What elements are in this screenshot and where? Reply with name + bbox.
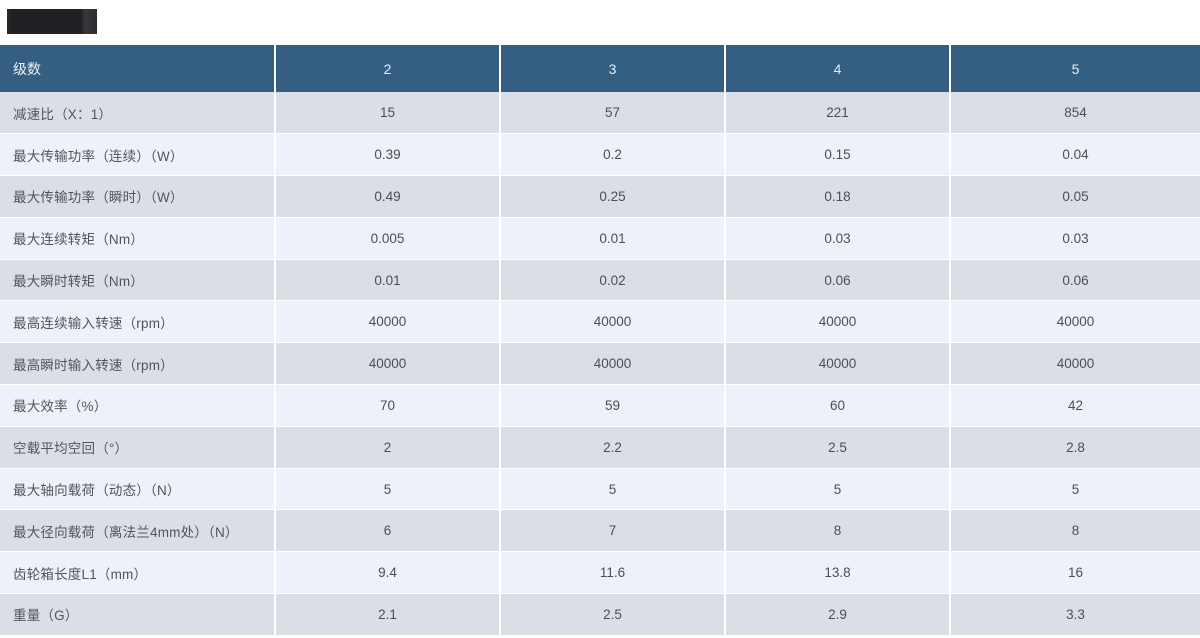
cell-value: 0.03 — [725, 217, 951, 260]
row-label: 最大传输功率（连续）（W） — [0, 133, 276, 177]
row-label: 减速比（X：1） — [0, 92, 276, 135]
table-body: 减速比（X：1） 15 57 221 854 最大传输功率（连续）（W） 0.39 0.2 0.… — [0, 92, 1200, 636]
cell-value: 0.06 — [950, 259, 1200, 302]
row-label: 最高连续输入转速（rpm） — [0, 300, 276, 344]
cell-value: 40000 — [725, 300, 951, 344]
column-header-stage5: 5 — [950, 45, 1200, 92]
row-label: 最大轴向载荷（动态）（N） — [0, 468, 276, 511]
cell-value: 42 — [950, 384, 1200, 427]
spec-table-container: 级数 2 3 4 5 减速比（X：1） 15 57 221 854 最大传输功率（连续）（… — [0, 45, 1200, 638]
cell-value: 0.04 — [950, 133, 1200, 177]
row-label: 最大连续转矩（Nm） — [0, 217, 276, 260]
cell-value: 2.9 — [725, 593, 951, 636]
row-label: 最大径向载荷（离法兰4mm处）（N） — [0, 509, 276, 553]
cell-value: 854 — [950, 92, 1200, 135]
cell-value: 40000 — [500, 300, 726, 344]
cell-value: 2.8 — [950, 426, 1200, 469]
table-row: 最大轴向载荷（动态）（N） 5 5 5 5 — [0, 468, 1200, 511]
cell-value: 2.5 — [725, 426, 951, 469]
cell-value: 8 — [950, 509, 1200, 553]
cell-value: 0.18 — [725, 175, 951, 218]
cell-value: 0.06 — [725, 259, 951, 302]
cell-value: 57 — [500, 92, 726, 135]
spec-table: 级数 2 3 4 5 减速比（X：1） 15 57 221 854 最大传输功率（连续）（… — [0, 45, 1200, 636]
title-area: 减速机参数 — [0, 0, 1200, 45]
cell-value: 5 — [500, 468, 726, 511]
cell-value: 0.49 — [275, 175, 501, 218]
cell-value: 2.1 — [275, 593, 501, 636]
table-row: 最大瞬时转矩（Nm） 0.01 0.02 0.06 0.06 — [0, 259, 1200, 302]
cell-value: 16 — [950, 551, 1200, 595]
column-header-stage4: 4 — [725, 45, 951, 92]
row-label: 最高瞬时输入转速（rpm） — [0, 342, 276, 386]
cell-value: 5 — [275, 468, 501, 511]
cell-value: 40000 — [725, 342, 951, 386]
cell-value: 0.15 — [725, 133, 951, 177]
cell-value: 40000 — [950, 300, 1200, 344]
cell-value: 0.005 — [275, 217, 501, 260]
column-header-stage3: 3 — [500, 45, 726, 92]
cell-value: 2 — [275, 426, 501, 469]
cell-value: 0.01 — [500, 217, 726, 260]
row-label: 重量（G） — [0, 593, 276, 636]
cell-value: 8 — [725, 509, 951, 553]
table-header: 级数 2 3 4 5 — [0, 45, 1200, 92]
header-row: 级数 2 3 4 5 — [0, 45, 1200, 92]
cell-value: 0.25 — [500, 175, 726, 218]
table-row: 最大径向载荷（离法兰4mm处）（N） 6 7 8 8 — [0, 509, 1200, 553]
table-row: 重量（G） 2.1 2.5 2.9 3.3 — [0, 593, 1200, 636]
cell-value: 0.39 — [275, 133, 501, 177]
cell-value: 2.2 — [500, 426, 726, 469]
cell-value: 40000 — [275, 300, 501, 344]
table-row: 齿轮箱长度L1（mm） 9.4 11.6 13.8 16 — [0, 551, 1200, 595]
row-label: 最大传输功率（瞬时）（W） — [0, 175, 276, 218]
row-label: 最大瞬时转矩（Nm） — [0, 259, 276, 302]
cell-value: 15 — [275, 92, 501, 135]
row-label: 齿轮箱长度L1（mm） — [0, 551, 276, 595]
row-label: 最大效率（%） — [0, 384, 276, 427]
cell-value: 40000 — [275, 342, 501, 386]
cell-value: 221 — [725, 92, 951, 135]
table-row: 减速比（X：1） 15 57 221 854 — [0, 92, 1200, 135]
cell-value: 7 — [500, 509, 726, 553]
cell-value: 0.01 — [275, 259, 501, 302]
column-header-stage2: 2 — [275, 45, 501, 92]
cell-value: 13.8 — [725, 551, 951, 595]
redacted-title-bar: 减速机参数 — [7, 9, 97, 34]
cell-value: 9.4 — [275, 551, 501, 595]
cell-value: 2.5 — [500, 593, 726, 636]
table-row: 最大连续转矩（Nm） 0.005 0.01 0.03 0.03 — [0, 217, 1200, 260]
cell-value: 3.3 — [950, 593, 1200, 636]
table-row: 最高瞬时输入转速（rpm） 40000 40000 40000 40000 — [0, 342, 1200, 386]
cell-value: 11.6 — [500, 551, 726, 595]
cell-value: 6 — [275, 509, 501, 553]
cell-value: 0.2 — [500, 133, 726, 177]
cell-value: 70 — [275, 384, 501, 427]
table-row: 最大传输功率（瞬时）（W） 0.49 0.25 0.18 0.05 — [0, 175, 1200, 218]
cell-value: 0.05 — [950, 175, 1200, 218]
cell-value: 0.03 — [950, 217, 1200, 260]
page-title: 减速机参数 — [8, 10, 97, 33]
row-label: 空载平均空回（°） — [0, 426, 276, 469]
table-row: 最大效率（%） 70 59 60 42 — [0, 384, 1200, 427]
cell-value: 5 — [725, 468, 951, 511]
cell-value: 0.02 — [500, 259, 726, 302]
table-row: 最大传输功率（连续）（W） 0.39 0.2 0.15 0.04 — [0, 133, 1200, 177]
cell-value: 59 — [500, 384, 726, 427]
table-row: 最高连续输入转速（rpm） 40000 40000 40000 40000 — [0, 300, 1200, 344]
cell-value: 40000 — [950, 342, 1200, 386]
cell-value: 5 — [950, 468, 1200, 511]
cell-value: 40000 — [500, 342, 726, 386]
table-row: 空载平均空回（°） 2 2.2 2.5 2.8 — [0, 426, 1200, 469]
column-header-label: 级数 — [0, 45, 276, 92]
cell-value: 60 — [725, 384, 951, 427]
